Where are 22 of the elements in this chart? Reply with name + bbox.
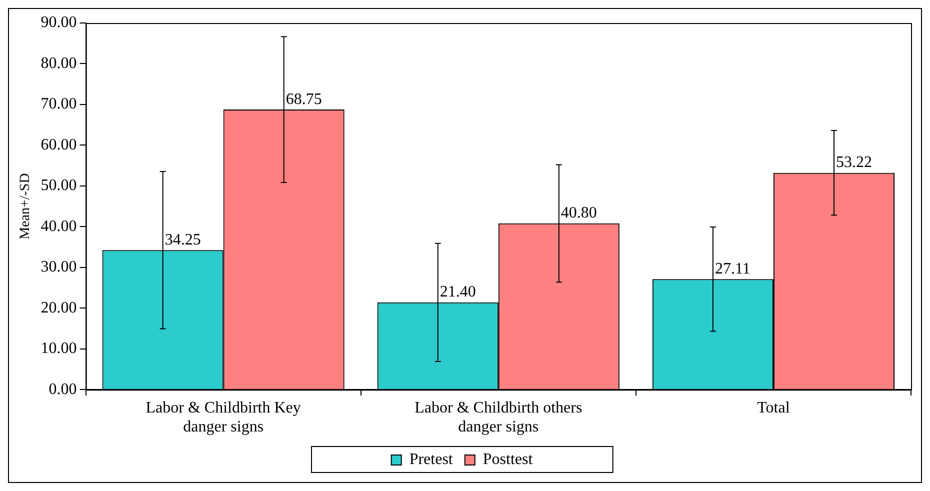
- x-tick-label: Labor & Childbirth others danger signs: [414, 399, 582, 436]
- data-label: 40.80: [560, 204, 597, 222]
- y-tick-label: 10.00: [40, 340, 77, 358]
- y-tick-label: 90.00: [40, 14, 77, 32]
- y-axis-title: Mean+/-SD: [18, 173, 34, 240]
- data-label: 27.11: [714, 260, 750, 278]
- y-tick-label: 70.00: [40, 96, 77, 113]
- y-tick-label: 40.00: [40, 218, 77, 235]
- data-label: 34.25: [164, 231, 201, 248]
- data-label: 68.75: [286, 90, 322, 108]
- legend-label: Posttest: [482, 451, 534, 468]
- y-tick-label: 60.00: [40, 136, 77, 154]
- y-tick-label: 50.00: [40, 177, 77, 194]
- y-tick-label: 80.00: [40, 54, 77, 72]
- y-tick-label: 20.00: [40, 299, 77, 316]
- data-label: 21.40: [440, 284, 476, 301]
- y-tick-label: 30.00: [40, 258, 77, 276]
- data-label: 53.22: [836, 154, 872, 172]
- x-tick-label: Labor & Childbirth Key danger signs: [146, 399, 301, 436]
- y-tick-label: 0.00: [48, 380, 77, 398]
- x-tick-label: Total: [757, 399, 790, 416]
- legend-label: Pretest: [409, 451, 454, 468]
